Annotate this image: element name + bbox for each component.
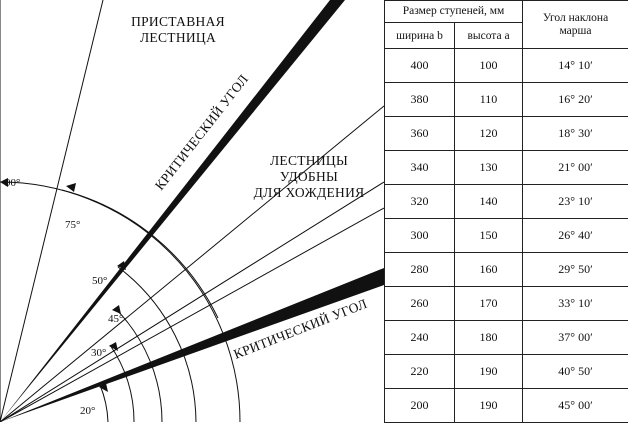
- angle-header-line1: Угол наклона: [523, 12, 628, 25]
- step-width-cell: 200: [385, 389, 455, 423]
- angle-label-75: 75°: [65, 219, 80, 231]
- flight-angle-cell: 33° 10′: [523, 287, 628, 321]
- stair-angle-diagram: ПРИСТАВНАЯ ЛЕСТНИЦА ЛЕСТНИЦЫ УДОБНЫ ДЛЯ …: [0, 0, 384, 422]
- angle-header-line2: марша: [523, 25, 628, 38]
- step-size-header: Размер ступеней, мм: [385, 1, 523, 23]
- angle-arcs: [0, 182, 240, 422]
- step-width-cell: 260: [385, 287, 455, 321]
- step-width-cell: 240: [385, 321, 455, 355]
- angle-header: Угол наклона марша: [523, 1, 628, 49]
- angle-label-50: 50°: [92, 275, 107, 287]
- arrowhead-75: [66, 183, 76, 192]
- diagram-canvas: ПРИСТАВНАЯ ЛЕСТНИЦА ЛЕСТНИЦЫ УДОБНЫ ДЛЯ …: [0, 0, 384, 422]
- angle-label-30: 30°: [91, 347, 106, 359]
- arc-50: [118, 267, 196, 422]
- flight-angle-cell: 23° 10′: [523, 185, 628, 219]
- comfortable-label-line1: ЛЕСТНИЦЫ: [270, 153, 348, 168]
- step-height-cell: 140: [455, 185, 523, 219]
- height-header: высота a: [455, 23, 523, 49]
- step-height-cell: 190: [455, 389, 523, 423]
- step-height-cell: 130: [455, 151, 523, 185]
- flight-angle-cell: 16° 20′: [523, 83, 628, 117]
- flight-angle-cell: 14° 10′: [523, 49, 628, 83]
- angle-label-20: 20°: [80, 405, 95, 417]
- step-width-cell: 380: [385, 83, 455, 117]
- angle-label-90: 90°: [5, 177, 20, 189]
- flight-angle-cell: 21° 00′: [523, 151, 628, 185]
- critical-band-lower: [0, 268, 384, 422]
- comfortable-label-line2: УДОБНЫ: [280, 169, 338, 184]
- step-width-cell: 400: [385, 49, 455, 83]
- flight-angle-cell: 29° 50′: [523, 253, 628, 287]
- step-width-cell: 360: [385, 117, 455, 151]
- arc-90: [0, 182, 240, 422]
- step-width-cell: 220: [385, 355, 455, 389]
- step-height-cell: 100: [455, 49, 523, 83]
- flight-angle-cell: 37° 00′: [523, 321, 628, 355]
- ladder-label-line2: ЛЕСТНИЦА: [140, 30, 216, 45]
- arc-75: [62, 190, 218, 318]
- step-height-cell: 180: [455, 321, 523, 355]
- step-height-cell: 160: [455, 253, 523, 287]
- flight-angle-cell: 26° 40′: [523, 219, 628, 253]
- step-height-cell: 170: [455, 287, 523, 321]
- flight-angle-cell: 18° 30′: [523, 117, 628, 151]
- angle-label-45: 45°: [108, 313, 123, 325]
- step-height-cell: 110: [455, 83, 523, 117]
- step-width-cell: 280: [385, 253, 455, 287]
- step-height-cell: 190: [455, 355, 523, 389]
- width-header: ширина b: [385, 23, 455, 49]
- step-width-cell: 320: [385, 185, 455, 219]
- comfortable-label-line3: ДЛЯ ХОЖДЕНИЯ: [254, 185, 365, 200]
- step-dimensions-table: Размер ступеней, мм Угол наклона марша ш…: [384, 0, 628, 423]
- table-header-row: Размер ступеней, мм Угол наклона марша: [385, 1, 628, 23]
- step-width-cell: 340: [385, 151, 455, 185]
- flight-angle-cell: 45° 00′: [523, 389, 628, 423]
- step-height-cell: 120: [455, 117, 523, 151]
- step-width-cell: 300: [385, 219, 455, 253]
- ladder-label-line1: ПРИСТАВНАЯ: [131, 14, 225, 29]
- arc-30: [110, 345, 134, 422]
- flight-angle-cell: 40° 50′: [523, 355, 628, 389]
- step-height-cell: 150: [455, 219, 523, 253]
